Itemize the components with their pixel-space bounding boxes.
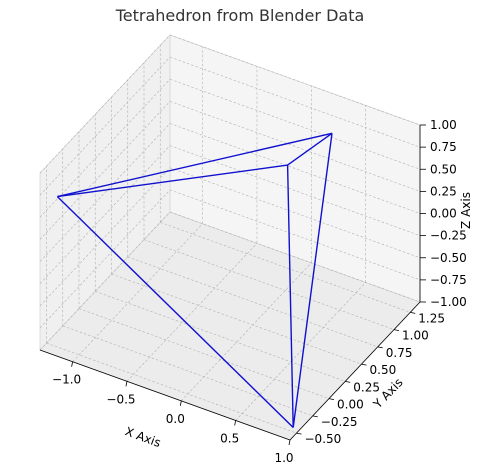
z-tick-label: −0.75	[430, 273, 467, 287]
z-tick-label: 0.25	[430, 184, 457, 198]
y-tick-label: −0.50	[305, 432, 342, 446]
tetrahedron-edge-4	[292, 133, 333, 428]
z-grid-back	[169, 211, 421, 303]
z-grid-back	[169, 189, 421, 281]
z-grid-side	[39, 34, 171, 174]
tick-labels: −1.0 −0.5 0.0 0.5 1.0 −0.50 −0.25 0.00 0.25 0.50 0…	[52, 118, 467, 465]
x-tick-label: −1.0	[52, 373, 81, 387]
x-grid-floor	[72, 223, 203, 362]
z-tick-label: 0.50	[430, 162, 457, 176]
x-tick-label: 0.0	[166, 412, 185, 426]
y-tick-label: 1.00	[402, 329, 429, 343]
y-grid-floor	[127, 256, 378, 348]
y-grid-floor	[95, 291, 346, 382]
y-grid-floor	[111, 273, 362, 365]
y-tick-mark	[296, 432, 302, 435]
z-grid-back	[169, 101, 421, 192]
z-tick-label: −1.00	[430, 295, 467, 309]
tetrahedron-edge-5	[287, 132, 333, 166]
x-tick-label: 1.0	[274, 451, 293, 465]
y-grid-floor	[78, 308, 330, 399]
y-tick-label: −0.25	[321, 415, 358, 429]
y-tick-mark	[312, 415, 318, 418]
z-axis-label: Z Axis	[459, 192, 473, 229]
z-grid-back	[169, 34, 421, 126]
y-grid-floor	[143, 239, 395, 330]
y-grid-floor	[46, 342, 297, 434]
y-tick-label: 1.25	[418, 311, 445, 325]
z-grid-side	[39, 167, 171, 306]
y-axis-line	[289, 301, 421, 441]
tetrahedron-edge-3	[286, 165, 294, 428]
z-grid-back	[169, 78, 421, 170]
y-grid-floor	[160, 222, 411, 313]
x-tick-mark	[125, 381, 128, 387]
z-grid-side	[39, 79, 171, 218]
y-tick-mark	[345, 380, 351, 383]
y-tick-mark	[377, 346, 383, 349]
y-tick-label: 0.75	[386, 346, 413, 360]
tetrahedron-edges	[56, 132, 333, 429]
z-grid-side	[39, 189, 171, 329]
z-grid-side	[39, 101, 171, 240]
z-grid-side	[39, 211, 171, 351]
z-grid-side	[39, 123, 171, 262]
x-axis-line	[39, 349, 291, 441]
x-tick-mark	[288, 439, 291, 446]
tetrahedron-edge-1	[57, 164, 288, 198]
x-axis-label: X Axis	[123, 424, 162, 450]
y-tick-label: 0.50	[370, 363, 397, 377]
x-grid-floor	[126, 243, 258, 382]
x-grid-floor	[235, 282, 366, 421]
y-tick-mark	[410, 311, 416, 314]
y-tick-mark	[393, 329, 400, 331]
x-tick-mark	[234, 420, 237, 426]
z-grid-back	[169, 56, 421, 148]
axis-panes	[39, 33, 421, 441]
z-grid-back	[169, 167, 421, 259]
z-tick-label: −0.50	[430, 251, 467, 265]
tetrahedron-edge-0	[56, 196, 294, 429]
x-tick-mark	[71, 361, 74, 367]
z-tick-label: 0.00	[430, 207, 457, 221]
z-grid-side	[39, 145, 171, 284]
z-grid-back	[169, 145, 421, 236]
y-tick-mark	[328, 398, 335, 400]
z-tick-label: −0.25	[430, 229, 467, 243]
y-tick-mark	[361, 363, 367, 366]
y-tick-label: 0.00	[337, 398, 364, 412]
y-grid-floor	[62, 325, 313, 417]
chart-title: Tetrahedron from Blender Data	[115, 6, 365, 25]
x-tick-label: −0.5	[106, 392, 135, 406]
y-tick-label: 0.25	[353, 380, 380, 394]
tetrahedron-edge-2	[57, 132, 333, 198]
z-grid-back	[169, 123, 421, 214]
x-tick-mark	[179, 400, 182, 406]
z-tick-label: 0.75	[430, 140, 457, 154]
z-tick-label: 1.00	[430, 118, 457, 132]
x-tick-label: 0.5	[220, 431, 239, 445]
z-grid-side	[39, 56, 171, 196]
